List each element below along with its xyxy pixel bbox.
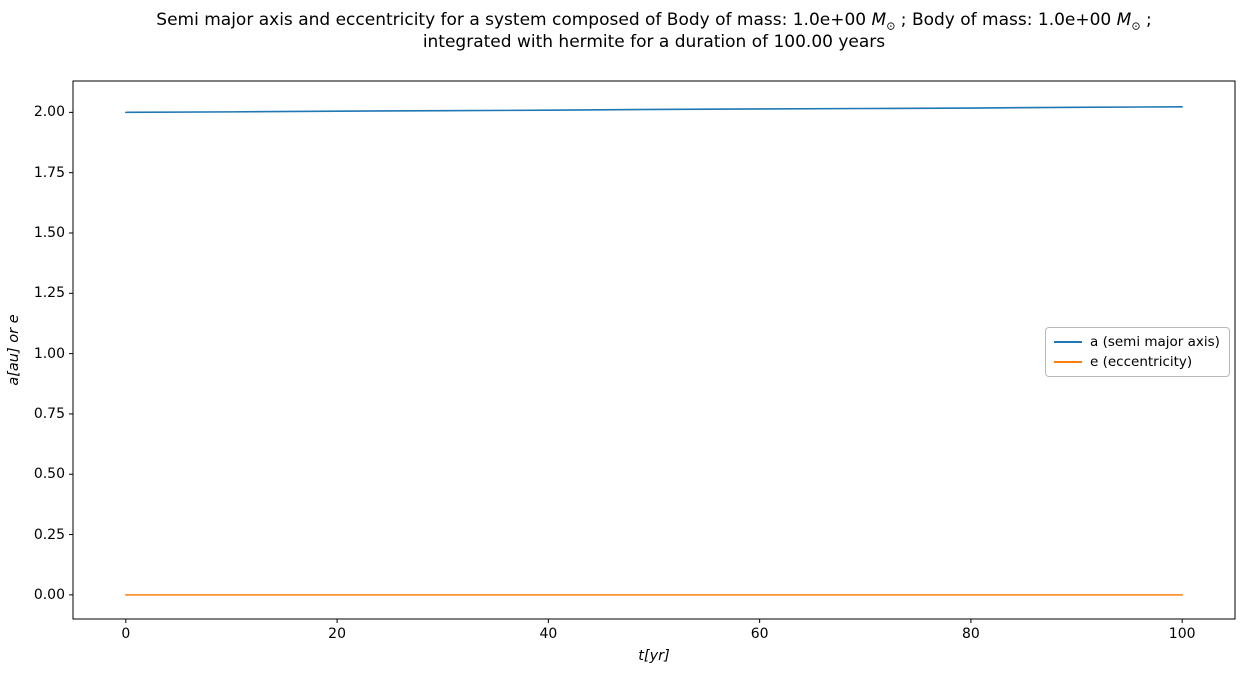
legend-line-swatch [1054,360,1082,363]
legend-item: a (semi major axis) [1054,333,1220,350]
legend: a (semi major axis) e (eccentricity) [1045,327,1230,377]
x-tick-label: 0 [121,626,131,642]
title-line2: integrated with hermite for a duration o… [422,32,886,52]
legend-label: e (eccentricity) [1090,353,1193,370]
chart-title: Semi major axis and eccentricity for a s… [73,9,1235,53]
y-tick-label: 0.50 [33,466,65,483]
y-axis-label: a[au] or e [6,314,22,386]
legend-label: a (semi major axis) [1090,333,1220,350]
y-tick-label: 0.25 [33,526,65,543]
solar-mass-symbol: M⊙ [871,10,896,33]
series-line-a-semi-major-axis [125,106,1183,114]
x-tick-label: 40 [539,626,558,642]
legend-item: e (eccentricity) [1054,353,1220,370]
y-tick-label: 1.00 [33,345,65,362]
odot-subscript: ⊙ [886,19,896,33]
x-tick-label: 80 [961,626,980,642]
plot-frame [72,80,1236,620]
x-tick-label: 20 [328,626,346,642]
x-axis-label: t[yr] [638,648,670,664]
title-text: ; Body of mass: 1.0e+00 [895,10,1117,30]
y-tick-label: 0.00 [33,586,65,603]
y-tick-label: 1.25 [33,285,65,302]
solar-mass-symbol: M⊙ [1116,10,1141,33]
title-text: Semi major axis and eccentricity for a s… [156,10,872,30]
title-text: ; [1140,10,1152,30]
y-tick-label: 1.75 [33,164,65,181]
y-tick-label: 2.00 [33,104,65,121]
x-tick-label: 60 [750,626,769,642]
y-tick-label: 1.50 [33,224,65,241]
y-tick-label: 0.75 [33,405,65,422]
legend-line-swatch [1054,340,1082,343]
x-tick-label: 100 [1168,626,1196,642]
title-line1: Semi major axis and eccentricity for a s… [73,9,1235,31]
odot-subscript: ⊙ [1131,19,1141,33]
